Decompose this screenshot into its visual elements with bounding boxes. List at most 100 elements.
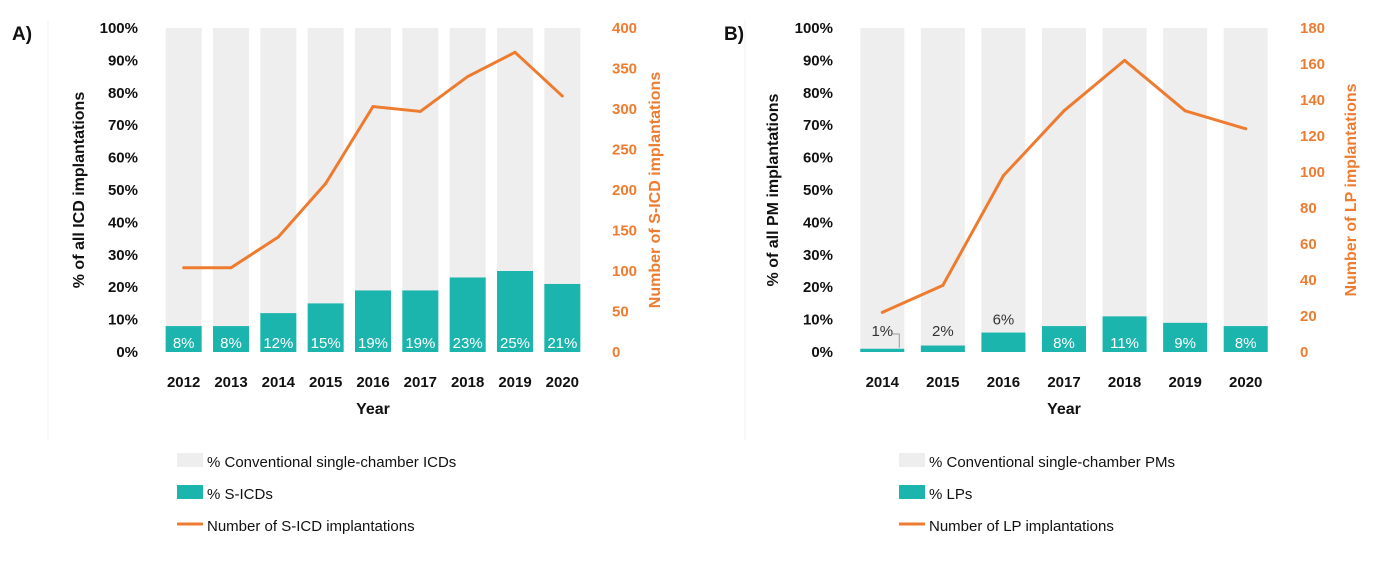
b-y-axis-title: % of all PM implantations — [765, 93, 782, 286]
a-x-tick-label: 2015 — [309, 374, 342, 391]
b-y2-tick-label: 0 — [1300, 344, 1308, 361]
a-y2-tick-label: 300 — [612, 101, 637, 118]
b-share-data-label: 11% — [1110, 335, 1139, 352]
a-implantations-point — [324, 182, 328, 186]
b-x-tick-label: 2017 — [1047, 374, 1080, 391]
a-share-bar — [402, 290, 439, 352]
b-x-tick-label: 2020 — [1229, 374, 1262, 391]
b-conventional-bar — [1163, 28, 1208, 352]
a-share-bar — [213, 326, 249, 352]
b-panel-label: B) — [724, 24, 744, 45]
b-y-tick-label: 80% — [803, 85, 833, 102]
b-conventional-bar — [1042, 28, 1086, 352]
b-legend-swatch-conventional — [899, 453, 925, 467]
b-y2-axis-title: Number of LP implantations — [1343, 83, 1360, 296]
b-y2-tick-label: 160 — [1300, 56, 1325, 73]
a-share-data-label: 21% — [547, 335, 577, 352]
b-y-tick-label: 0% — [811, 344, 833, 361]
b-y-tick-label: 70% — [803, 117, 833, 134]
a-y-tick-label: 90% — [108, 52, 138, 69]
b-implantations-point — [1183, 109, 1187, 113]
b-share-data-label: 8% — [1235, 335, 1257, 352]
a-implantations-point — [418, 109, 422, 113]
b-y-tick-label: 90% — [803, 52, 833, 69]
b-label-leader-line — [892, 333, 900, 348]
a-share-data-label: 15% — [311, 335, 341, 352]
a-implantations-point — [560, 94, 564, 98]
a-share-bar — [544, 283, 581, 352]
a-y2-tick-label: 250 — [612, 142, 637, 159]
a-y-tick-label: 50% — [108, 182, 138, 199]
b-share-data-label: 1% — [871, 323, 893, 340]
a-y2-tick-label: 400 — [612, 20, 637, 37]
a-implantations-point — [182, 266, 186, 270]
a-y2-tick-label: 50 — [612, 304, 629, 321]
a-implantations-point — [229, 266, 233, 270]
a-share-bar — [449, 277, 486, 352]
a-x-tick-label: 2018 — [451, 374, 484, 391]
a-share-data-label: 8% — [220, 335, 242, 352]
a-share-bar — [307, 303, 344, 352]
a-share-data-label: 8% — [173, 335, 195, 352]
a-legend-line: Number of S-ICD implantations — [207, 518, 415, 535]
b-y-tick-label: 20% — [803, 279, 833, 296]
b-implantations-point — [1244, 127, 1248, 131]
a-y-tick-label: 20% — [108, 279, 138, 296]
a-y2-tick-label: 350 — [612, 61, 637, 78]
b-implantations-point — [1062, 109, 1066, 113]
a-y-tick-label: 100% — [100, 20, 138, 37]
a-conventional-bar — [307, 28, 344, 352]
a-x-tick-label: 2013 — [214, 374, 247, 391]
a-share-data-label: 23% — [453, 335, 483, 352]
a-share-data-label: 25% — [500, 335, 530, 352]
b-share-data-label: 8% — [1053, 335, 1075, 352]
a-x-tick-label: 2012 — [167, 374, 200, 391]
a-x-axis-title: Year — [356, 401, 390, 418]
b-x-axis-title: Year — [1047, 401, 1081, 418]
b-share-bar — [1102, 316, 1147, 352]
a-implantations-point — [371, 105, 375, 109]
b-y-tick-label: 60% — [803, 150, 833, 167]
a-panel-label: A) — [12, 24, 32, 45]
a-x-tick-label: 2014 — [262, 374, 296, 391]
a-x-tick-label: 2016 — [356, 374, 389, 391]
b-share-bar — [981, 332, 1026, 352]
a-share-data-label: 19% — [358, 335, 388, 352]
a-x-tick-label: 2017 — [404, 374, 437, 391]
a-conventional-bar — [260, 28, 297, 352]
b-conventional-bar — [1223, 28, 1268, 352]
a-conventional-bar — [165, 28, 202, 352]
a-share-bar — [165, 326, 202, 352]
b-legend-line: Number of LP implantations — [929, 518, 1114, 535]
b-implantations-point — [941, 283, 945, 287]
a-x-tick-label: 2020 — [546, 374, 579, 391]
b-legend-share: % LPs — [929, 486, 972, 503]
b-conventional-bar — [860, 28, 905, 352]
b-x-tick-label: 2018 — [1108, 374, 1141, 391]
a-y-tick-label: 80% — [108, 85, 138, 102]
a-y2-tick-label: 0 — [612, 344, 620, 361]
a-x-tick-label: 2019 — [498, 374, 531, 391]
a-y-axis-title: % of all ICD implantations — [71, 92, 88, 289]
a-y-tick-label: 60% — [108, 150, 138, 167]
a-y-tick-label: 40% — [108, 214, 138, 231]
b-x-tick-label: 2019 — [1168, 374, 1201, 391]
b-implantations-point — [1123, 58, 1127, 62]
b-y-tick-label: 100% — [795, 20, 833, 37]
b-y2-tick-label: 100 — [1300, 164, 1325, 181]
a-legend-swatch-share — [177, 485, 203, 499]
b-y-tick-label: 30% — [803, 247, 833, 264]
b-y2-tick-label: 140 — [1300, 92, 1325, 109]
a-y2-axis-title: Number of S-ICD implantations — [647, 72, 664, 309]
b-share-bar — [1042, 326, 1086, 352]
b-conventional-bar — [920, 28, 965, 352]
a-implantations-point — [276, 235, 280, 239]
a-legend-share: % S-ICDs — [207, 486, 273, 503]
b-share-bar — [920, 345, 965, 352]
b-share-data-label: 2% — [932, 323, 954, 340]
b-y2-tick-label: 40 — [1300, 272, 1317, 289]
b-y2-tick-label: 180 — [1300, 20, 1325, 37]
a-y2-tick-label: 150 — [612, 223, 637, 240]
b-y2-tick-label: 60 — [1300, 236, 1317, 253]
